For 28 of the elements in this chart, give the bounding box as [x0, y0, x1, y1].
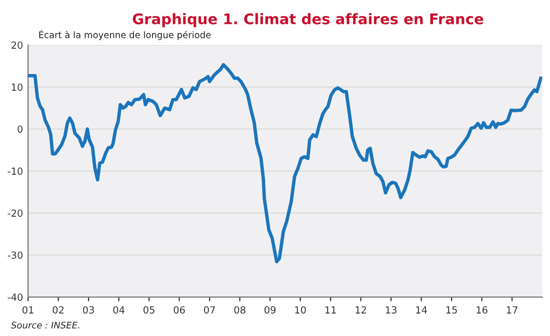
x-tick-label: 15 — [446, 306, 457, 314]
y-tick-label: 10 — [12, 84, 23, 91]
x-tick-label: 17 — [506, 306, 518, 314]
x-tick-label: 01 — [22, 306, 34, 314]
x-tick-label: 13 — [386, 306, 396, 314]
y-tick-label: -30 — [8, 252, 23, 259]
x-tick-label: 09 — [264, 306, 276, 314]
source-note: Source : INSEE. — [11, 322, 80, 329]
x-tick-label: 10 — [295, 306, 306, 314]
x-tick-label: 05 — [144, 306, 154, 314]
y-tick-label: -10 — [8, 168, 23, 175]
x-tick-label: 06 — [174, 306, 185, 314]
x-tick-label: 08 — [234, 306, 246, 314]
x-tick-label: 12 — [356, 306, 366, 314]
y-tick-label: -40 — [8, 294, 23, 301]
x-tick-label: 03 — [83, 306, 94, 314]
x-tick-label: 16 — [476, 306, 488, 314]
x-tick-label: 14 — [416, 306, 427, 314]
x-tick-label: 04 — [113, 306, 124, 314]
x-tick-label: 02 — [52, 306, 64, 314]
y-tick-label: -20 — [8, 210, 23, 217]
y-axis-title: Écart à la moyenne de longue période — [39, 30, 211, 40]
x-tick-label: 07 — [204, 306, 215, 314]
y-tick-label: 20 — [12, 42, 23, 49]
x-tick-label: 11 — [325, 306, 336, 314]
chart-title: Graphique 1. Climat des affaires en France — [132, 13, 484, 28]
line-series — [28, 63, 542, 264]
y-tick-label: 0 — [18, 126, 23, 133]
